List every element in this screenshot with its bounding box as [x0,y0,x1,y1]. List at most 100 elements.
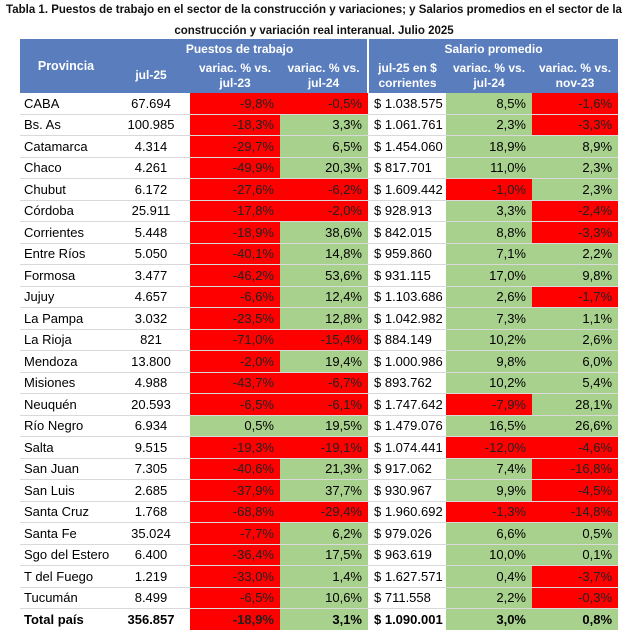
cell-puestos-jul25: 1.768 [112,501,190,523]
cell-sal-var-jul24: 8,8% [446,221,532,244]
cell-sal-var-nov23: -14,8% [532,501,619,523]
cell-var-jul23: -2,0% [190,350,280,373]
cell-puestos-jul25: 5.448 [112,221,190,244]
cell-var-jul24: 19,5% [280,415,368,437]
cell-sal-var-jul24: 18,9% [446,135,532,158]
cell-provincia: Total país [20,608,112,630]
cell-var-jul23: -6,5% [190,393,280,416]
table-row: San Juan 7.305 -40,6% 21,3% $ 917.062 7,4% -16… [20,458,619,480]
table-row: Chaco 4.261 -49,9% 20,3% $ 817.701 11,0% 2,3% [20,157,619,179]
cell-puestos-jul25: 6.172 [112,178,190,201]
cell-var-jul23: -18,3% [190,114,280,136]
cell-sal-var-jul24: 3,3% [446,200,532,222]
cell-var-jul23: -71,0% [190,329,280,351]
cell-var-jul24: 19,4% [280,350,368,373]
cell-puestos-jul25: 7.305 [112,458,190,480]
cell-salario-jul25: $ 1.454.060 [368,135,446,158]
cell-sal-var-jul24: -1,0% [446,178,532,201]
cell-var-jul23: -29,7% [190,135,280,158]
cell-puestos-jul25: 9.515 [112,436,190,459]
header-group-salario: Salario promedio [366,39,619,58]
table-row: Corrientes 5.448 -18,9% 38,6% $ 842.015 8,8% -… [20,221,619,244]
cell-puestos-jul25: 13.800 [112,350,190,373]
cell-salario-jul25: $ 1.042.982 [368,307,446,330]
cell-var-jul23: 0,5% [190,415,280,437]
table-row: Salta 9.515 -19,3% -19,1% $ 1.074.441 -12,0% -… [20,436,619,459]
table-title-line-2: construcción y variación real interanual… [174,25,454,37]
cell-salario-jul25: $ 917.062 [368,458,446,480]
cell-provincia: La Pampa [20,307,112,330]
cell-sal-var-jul24: 2,6% [446,286,532,308]
cell-puestos-jul25: 356.857 [112,608,190,630]
cell-var-jul24: 3,1% [280,608,368,630]
cell-var-jul23: -49,9% [190,157,280,179]
cell-sal-var-jul24: 10,0% [446,544,532,566]
cell-sal-var-nov23: 2,3% [532,157,619,179]
cell-sal-var-nov23: 2,2% [532,243,619,265]
cell-sal-var-jul24: 3,0% [446,608,532,630]
cell-sal-var-nov23: 0,5% [532,522,619,545]
cell-var-jul24: -19,1% [280,436,368,459]
cell-provincia: Chaco [20,157,112,179]
cell-sal-var-jul24: 11,0% [446,157,532,179]
table-header: Provincia Puestos de trabajo Salario pro… [20,39,619,93]
cell-var-jul24: 6,5% [280,135,368,158]
cell-var-jul24: 12,4% [280,286,368,308]
header-col-sal-var-jul24: variac. % vs. jul-24 [446,58,532,93]
table-row: CABA 67.694 -9,8% -0,5% $ 1.038.575 8,5% -1,6% [20,93,619,115]
cell-var-jul24: -29,4% [280,501,368,523]
cell-puestos-jul25: 6.934 [112,415,190,437]
cell-sal-var-nov23: 0,8% [532,608,619,630]
cell-sal-var-jul24: 10,2% [446,329,532,351]
cell-provincia: Chubut [20,178,112,201]
cell-sal-var-jul24: 16,5% [446,415,532,437]
cell-sal-var-nov23: -3,3% [532,221,619,244]
cell-sal-var-nov23: 9,8% [532,264,619,287]
table-row: Formosa 3.477 -46,2% 53,6% $ 931.115 17,0% 9,8… [20,264,619,287]
cell-salario-jul25: $ 1.609.442 [368,178,446,201]
cell-sal-var-nov23: 1,1% [532,307,619,330]
cell-var-jul24: 20,3% [280,157,368,179]
cell-var-jul23: -19,3% [190,436,280,459]
cell-var-jul24: 3,3% [280,114,368,136]
cell-var-jul23: -40,1% [190,243,280,265]
table-row: Jujuy 4.657 -6,6% 12,4% $ 1.103.686 2,6% -1,7% [20,286,619,308]
table-row: San Luis 2.685 -37,9% 37,7% $ 930.967 9,9% -4,… [20,479,619,502]
cell-sal-var-nov23: -16,8% [532,458,619,480]
cell-puestos-jul25: 8.499 [112,587,190,609]
table-row: Sgo del Estero 6.400 -36,4% 17,5% $ 963.619 1… [20,544,619,566]
cell-var-jul24: -6,2% [280,178,368,201]
cell-provincia: Corrientes [20,221,112,244]
cell-sal-var-jul24: 0,4% [446,565,532,588]
cell-provincia: Mendoza [20,350,112,373]
cell-salario-jul25: $ 1.090.001 [368,608,446,630]
cell-salario-jul25: $ 931.115 [368,264,446,287]
cell-sal-var-nov23: 2,6% [532,329,619,351]
cell-sal-var-nov23: -3,7% [532,565,619,588]
cell-provincia: Jujuy [20,286,112,308]
table-row: Bs. As 100.985 -18,3% 3,3% $ 1.061.761 2,3% -3… [20,114,619,136]
cell-sal-var-nov23: -0,3% [532,587,619,609]
table-body: CABA 67.694 -9,8% -0,5% $ 1.038.575 8,5% -1,6%… [20,93,619,630]
cell-puestos-jul25: 4.261 [112,157,190,179]
cell-sal-var-nov23: 6,0% [532,350,619,373]
cell-salario-jul25: $ 711.558 [368,587,446,609]
data-table: Provincia Puestos de trabajo Salario pro… [20,39,619,630]
table-row: Córdoba 25.911 -17,8% -2,0% $ 928.913 3,3% -2,… [20,200,619,222]
cell-salario-jul25: $ 928.913 [368,200,446,222]
cell-provincia: Formosa [20,264,112,287]
cell-sal-var-nov23: 0,1% [532,544,619,566]
cell-var-jul23: -9,8% [190,93,280,115]
cell-provincia: San Juan [20,458,112,480]
cell-var-jul24: 53,6% [280,264,368,287]
cell-var-jul24: 14,8% [280,243,368,265]
table-row: Mendoza 13.800 -2,0% 19,4% $ 1.000.986 9,8% 6,… [20,350,619,373]
cell-puestos-jul25: 3.032 [112,307,190,330]
header-col-jul25: jul-25 [112,58,190,93]
cell-var-jul23: -37,9% [190,479,280,502]
cell-sal-var-jul24: 8,5% [446,93,532,115]
header-provincia: Provincia [20,39,112,93]
cell-sal-var-nov23: -4,6% [532,436,619,459]
cell-salario-jul25: $ 1.960.692 [368,501,446,523]
